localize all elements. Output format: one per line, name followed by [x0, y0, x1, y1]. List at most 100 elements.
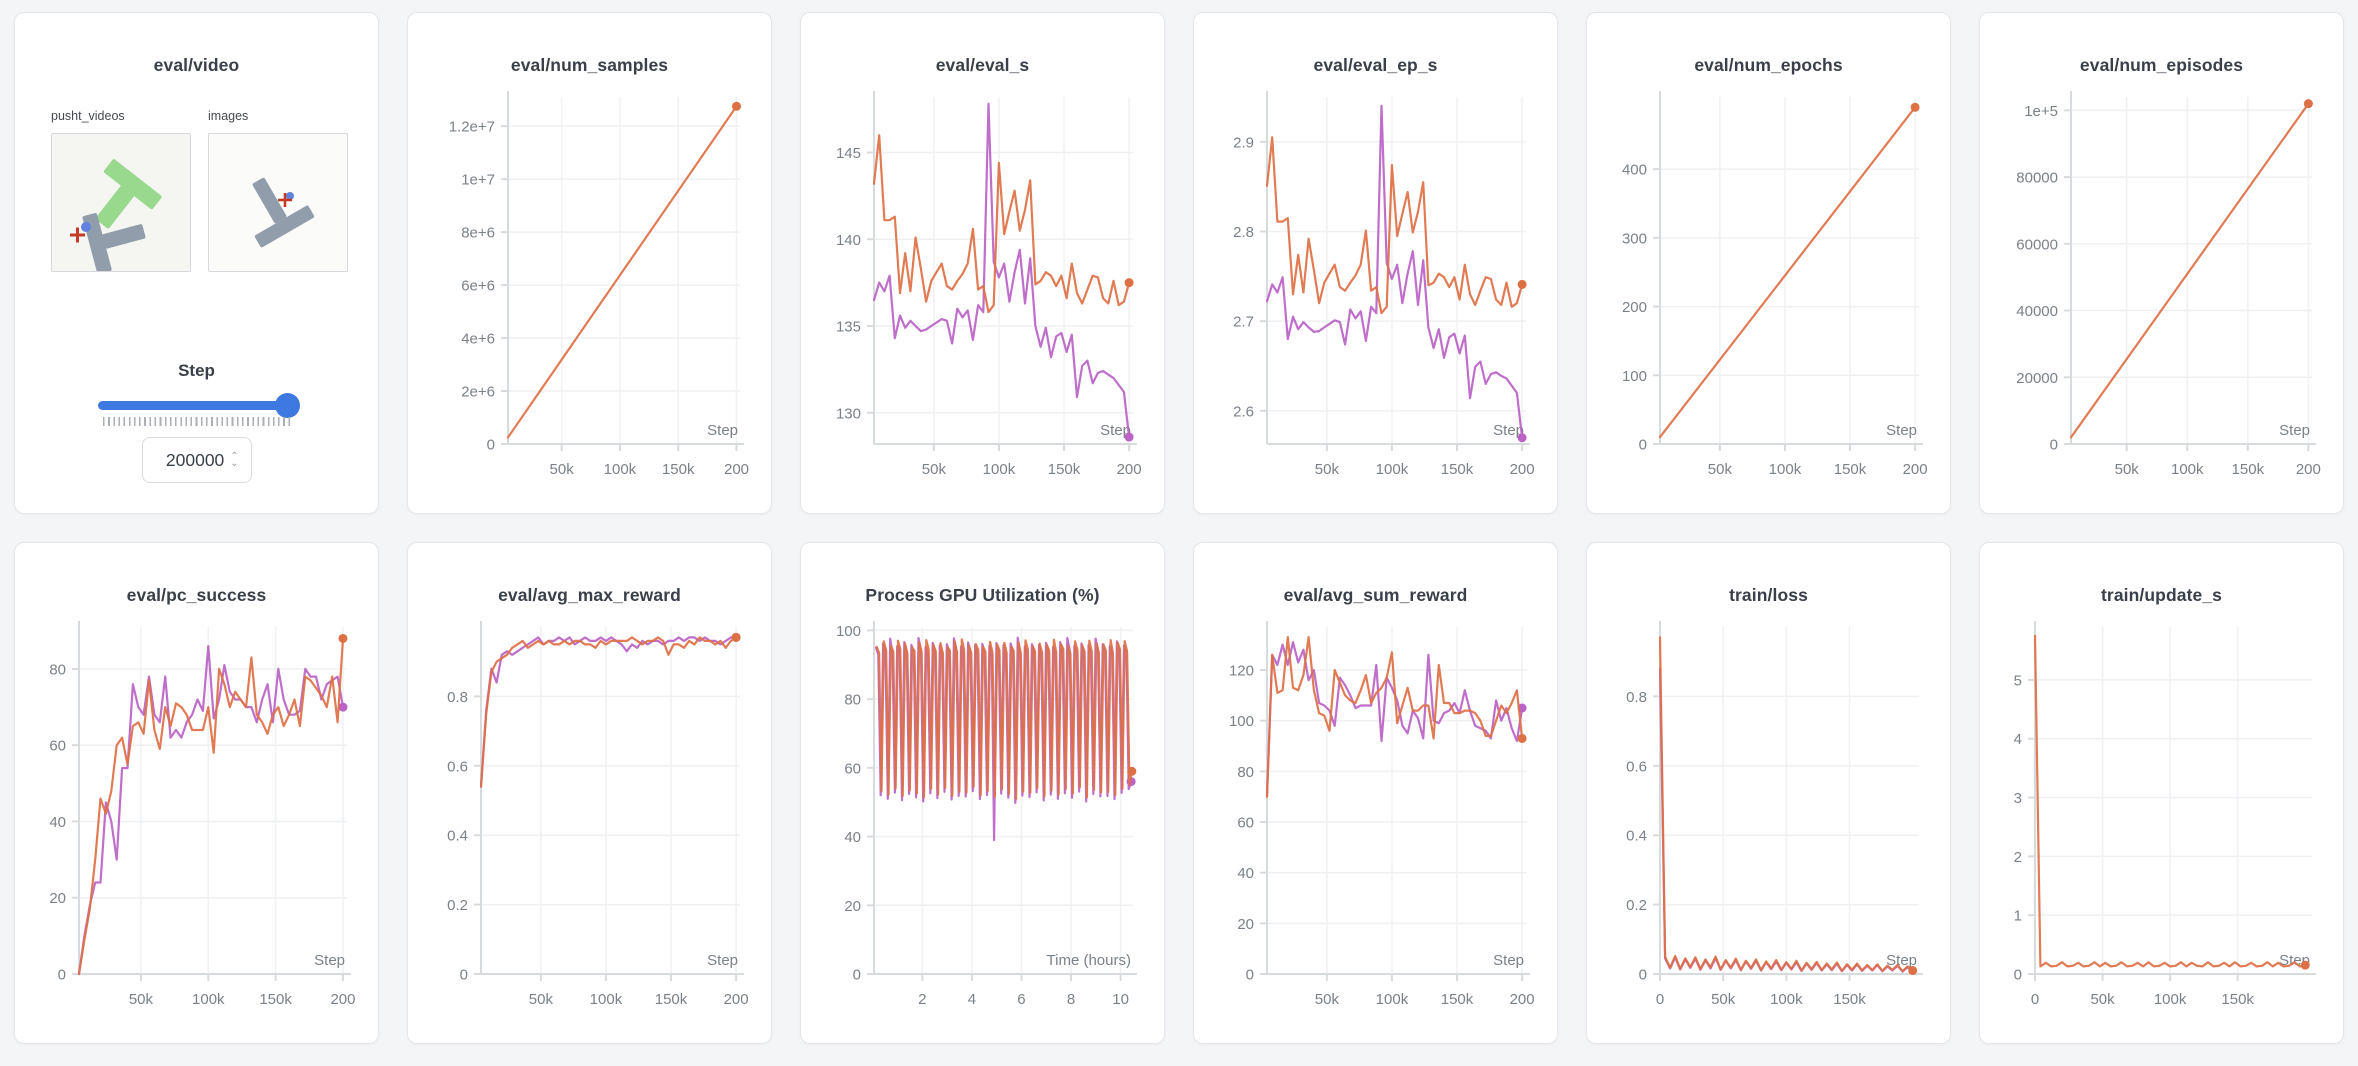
video-thumbnail[interactable] — [51, 133, 191, 274]
panel-eval-avg-max-reward: eval/avg_max_reward 0 0.2 0.4 0.6 0.8 50k 100k… — [407, 542, 772, 1044]
chart-eval-eval-s[interactable]: 130 135 140 145 50k 100k 150k 200 Step — [815, 77, 1155, 497]
panel-title: eval/pc_success — [126, 585, 267, 605]
chart-eval-pc-success[interactable]: 0 20 40 60 80 50k 100k 150k 200 Step — [29, 607, 369, 1027]
svg-text:Step: Step — [1886, 952, 1917, 969]
svg-text:20: 20 — [49, 890, 66, 907]
chart-eval-num-epochs[interactable]: 0 100 200 300 400 50k 100k 150k 200 Step — [1601, 77, 1941, 497]
svg-text:0: 0 — [487, 437, 495, 454]
svg-text:200: 200 — [1510, 991, 1535, 1008]
svg-text:0: 0 — [460, 967, 468, 984]
step-slider-thumb[interactable] — [275, 393, 300, 418]
goal-cross — [70, 227, 85, 243]
svg-text:100k: 100k — [1770, 991, 1803, 1008]
svg-text:1e+5: 1e+5 — [2024, 103, 2058, 120]
step-slider-label: Step — [178, 361, 215, 380]
svg-text:1.2e+7: 1.2e+7 — [449, 119, 495, 136]
svg-text:50k: 50k — [129, 991, 154, 1008]
chart-train-loss[interactable]: 0 0.2 0.4 0.6 0.8 0 50k 100k 150k Step — [1601, 607, 1941, 1027]
svg-text:8: 8 — [1067, 991, 1075, 1008]
svg-text:80: 80 — [49, 661, 66, 678]
svg-text:Step: Step — [1493, 422, 1524, 439]
svg-text:150k: 150k — [1441, 991, 1474, 1008]
svg-text:40: 40 — [1237, 865, 1254, 882]
step-value-input[interactable] — [154, 448, 227, 472]
svg-text:200: 200 — [1622, 299, 1647, 316]
svg-text:Step: Step — [1493, 952, 1524, 969]
panel-title: eval/num_episodes — [2079, 55, 2244, 75]
svg-text:50k: 50k — [529, 991, 554, 1008]
svg-text:150k: 150k — [662, 461, 695, 478]
svg-text:0: 0 — [853, 967, 861, 984]
panel-eval-num-samples: eval/num_samples 0 2e+6 4e+6 6e+6 8e+6 1e+7 1.… — [407, 12, 772, 514]
chart-eval-avg-sum-reward[interactable]: 0 20 40 60 80 100 120 50k 100k 150k 200 Step — [1208, 607, 1548, 1027]
panel-title: eval/eval_ep_s — [1313, 55, 1438, 75]
svg-text:150k: 150k — [655, 991, 688, 1008]
panel-title: eval/eval_s — [935, 55, 1030, 75]
svg-text:0: 0 — [2050, 437, 2058, 454]
svg-text:Time (hours): Time (hours) — [1047, 952, 1131, 969]
svg-text:80: 80 — [844, 692, 861, 709]
panel-eval-pc-success: eval/pc_success 0 20 40 60 80 50k 100k 150k 200 S… — [14, 542, 379, 1044]
pusht-image-frame — [252, 177, 315, 248]
panel-title: train/loss — [1729, 585, 1808, 605]
svg-text:6e+6: 6e+6 — [461, 278, 495, 295]
svg-text:20: 20 — [1237, 916, 1254, 933]
svg-text:50k: 50k — [1315, 991, 1340, 1008]
svg-text:150k: 150k — [1833, 991, 1866, 1008]
chart-gpu-utilization[interactable]: 0 20 40 60 80 100 2 4 6 8 10 Time (hours) — [815, 607, 1155, 1027]
svg-text:0.6: 0.6 — [447, 758, 468, 775]
svg-text:200: 200 — [1117, 461, 1142, 478]
svg-text:20000: 20000 — [2016, 370, 2058, 387]
svg-text:80000: 80000 — [2016, 170, 2058, 187]
svg-text:10: 10 — [1112, 991, 1129, 1008]
chart-eval-avg-max-reward[interactable]: 0 0.2 0.4 0.6 0.8 50k 100k 150k 200 Step — [422, 607, 762, 1027]
svg-text:100k: 100k — [1376, 461, 1409, 478]
svg-text:40: 40 — [49, 814, 66, 831]
panel-title: train/update_s — [2100, 585, 2222, 605]
svg-text:2e+6: 2e+6 — [461, 384, 495, 401]
svg-text:100k: 100k — [1769, 461, 1802, 478]
svg-text:145: 145 — [836, 145, 861, 162]
video-key-label: pusht_videos — [51, 109, 125, 123]
svg-text:80: 80 — [1237, 764, 1254, 781]
svg-text:130: 130 — [836, 405, 861, 422]
svg-text:200: 200 — [1510, 461, 1535, 478]
svg-text:3: 3 — [2014, 790, 2022, 807]
svg-text:50k: 50k — [550, 461, 575, 478]
svg-text:200: 200 — [724, 991, 749, 1008]
svg-text:400: 400 — [1622, 162, 1647, 179]
svg-text:150k: 150k — [2232, 461, 2265, 478]
svg-text:0: 0 — [1639, 967, 1647, 984]
chart-eval-num-episodes[interactable]: 0 20000 40000 60000 80000 1e+5 50k 100k 150k 200 S… — [1994, 77, 2334, 497]
svg-text:150k: 150k — [1048, 461, 1081, 478]
svg-text:135: 135 — [836, 319, 861, 336]
image-thumbnail[interactable] — [208, 133, 348, 272]
chart-eval-eval-ep-s[interactable]: 2.6 2.7 2.8 2.9 50k 100k 150k 200 Step — [1208, 77, 1548, 497]
svg-text:0.4: 0.4 — [447, 828, 468, 845]
pusht-video-frame — [70, 159, 162, 274]
stepper-icon[interactable]: ⌃ ⌄ — [230, 451, 239, 469]
step-slider-track[interactable] — [98, 393, 300, 418]
panel-title: eval/num_samples — [510, 55, 669, 75]
svg-text:5: 5 — [2014, 672, 2022, 689]
svg-text:2.8: 2.8 — [1233, 224, 1254, 241]
svg-text:150k: 150k — [1441, 461, 1474, 478]
agent-dot — [286, 192, 294, 200]
svg-text:0: 0 — [58, 967, 66, 984]
svg-text:100k: 100k — [604, 461, 637, 478]
svg-text:4: 4 — [2014, 731, 2022, 748]
panel-title: eval/video — [153, 55, 240, 75]
svg-text:2.6: 2.6 — [1233, 403, 1254, 420]
svg-text:50k: 50k — [2090, 991, 2115, 1008]
svg-text:100: 100 — [1229, 713, 1254, 730]
svg-text:2.9: 2.9 — [1233, 134, 1254, 151]
svg-text:0.2: 0.2 — [1626, 897, 1647, 914]
svg-text:4e+6: 4e+6 — [461, 331, 495, 348]
panel-eval-eval-ep-s: eval/eval_ep_s 2.6 2.7 2.8 2.9 50k 100k 150k 20… — [1193, 12, 1558, 514]
chart-eval-num-samples[interactable]: 0 2e+6 4e+6 6e+6 8e+6 1e+7 1.2e+7 50k 100k 150k 20… — [422, 77, 762, 497]
svg-text:150k: 150k — [259, 991, 292, 1008]
svg-text:0.2: 0.2 — [447, 897, 468, 914]
svg-text:2.7: 2.7 — [1233, 314, 1254, 331]
